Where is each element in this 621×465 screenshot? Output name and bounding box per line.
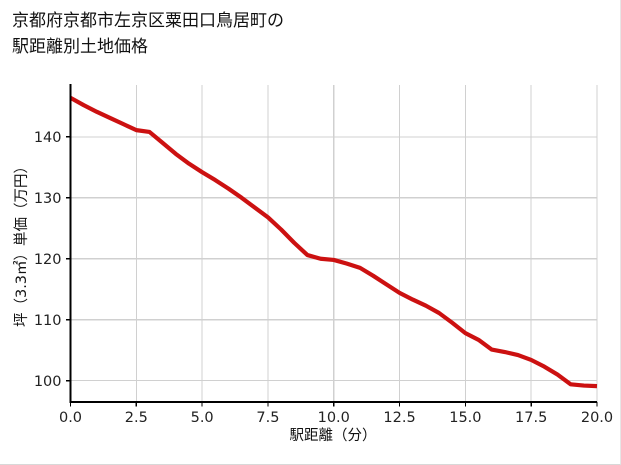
data-series-group [69,95,598,389]
y-tick-label: 120 [34,252,62,268]
x-tick-label: 17.5 [515,410,547,426]
axis-lines [69,84,597,403]
page-title: 京都府京都市左京区粟田口鳥居町の 駅距離別土地価格 [12,11,284,57]
x-tick-label: 5.0 [191,410,214,426]
y-tick-label: 110 [34,313,62,329]
y-axis-tick-labels: 100 110 120 130 140 [34,130,62,390]
y-axis-title: 坪（3.3㎡）単価（万円） [13,159,30,327]
gridlines-vertical [135,85,598,402]
y-tick-label: 130 [34,191,62,207]
data-line-series [69,95,598,389]
x-tick-label: 15.0 [449,410,481,426]
x-tick-label: 10.0 [318,410,350,426]
y-tick-label: 100 [34,374,62,390]
x-tick-label: 2.5 [125,410,148,426]
x-tick-label: 0.0 [59,410,82,426]
x-axis-tick-labels: 0.0 2.5 5.0 7.5 10.0 12.5 15.0 17.5 20.0 [59,410,613,426]
x-tick-label: 12.5 [383,410,415,426]
axis-tick-marks [66,136,598,407]
x-tick-label: 7.5 [256,410,279,426]
x-axis-title: 駅距離（分） [290,426,377,444]
y-tick-label: 140 [34,130,62,146]
x-tick-label: 20.0 [581,410,613,426]
